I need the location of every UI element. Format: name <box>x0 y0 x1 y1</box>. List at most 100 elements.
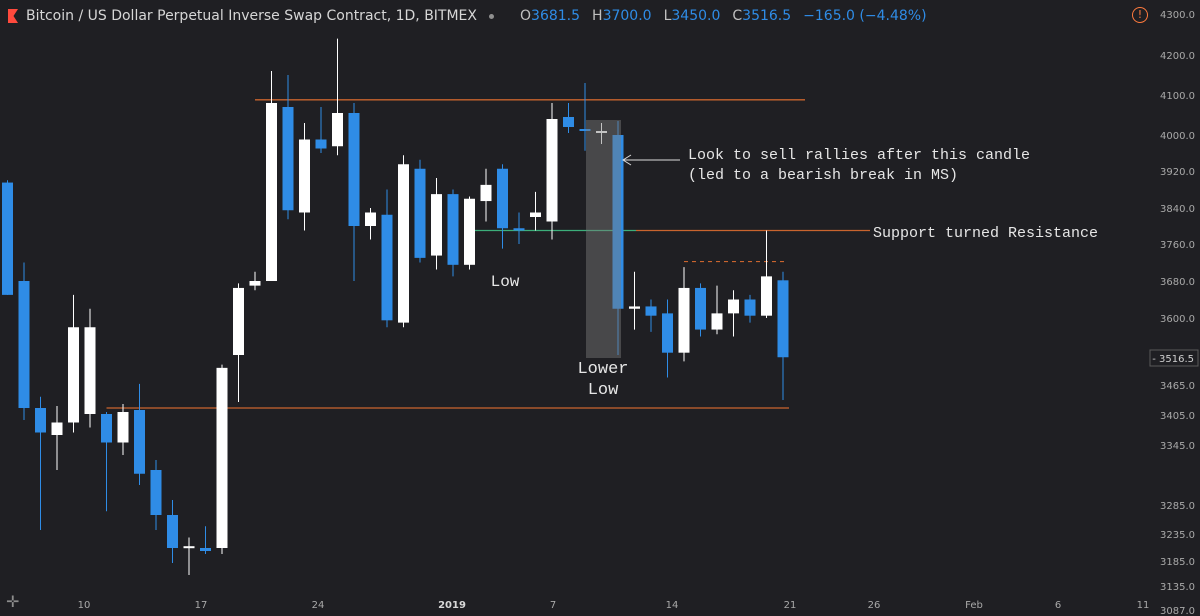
candle <box>2 180 13 295</box>
candle-body <box>695 287 706 330</box>
candle <box>365 208 376 240</box>
candle-body <box>629 306 640 309</box>
candle <box>711 285 723 335</box>
candle <box>431 177 442 270</box>
x-tick-label: 14 <box>666 600 679 611</box>
candle-body <box>744 299 756 316</box>
candle-body <box>480 184 492 202</box>
x-tick-label: 24 <box>312 600 325 611</box>
arrow-head-icon <box>622 154 632 166</box>
y-tick-label: 3087.0 <box>1160 606 1195 616</box>
x-tick-label: 17 <box>195 600 208 611</box>
candle <box>513 212 525 244</box>
last-price-box <box>1149 349 1199 367</box>
candle <box>480 168 492 222</box>
candle-body <box>546 119 558 222</box>
candle <box>216 364 228 554</box>
candle-body <box>596 131 607 133</box>
y-tick-label: 3760.0 <box>1160 240 1195 251</box>
candle-body <box>35 408 46 433</box>
candle-body <box>530 212 541 217</box>
last-price-label: - 3516.5 <box>1152 354 1194 365</box>
y-tick-label: 3465.0 <box>1160 381 1195 392</box>
candle <box>315 107 327 153</box>
candle-body <box>711 313 723 330</box>
candle-body <box>563 117 574 127</box>
candle-body <box>612 135 624 309</box>
y-tick-label: 4300.0 <box>1160 10 1195 21</box>
chart-header: Bitcoin / US Dollar Perpetual Inverse Sw… <box>8 4 927 28</box>
candle-body <box>381 214 393 321</box>
candle-body <box>266 103 277 281</box>
candle-body <box>497 168 508 229</box>
crosshair-icon[interactable]: ✛ <box>6 592 20 611</box>
candle <box>398 155 409 328</box>
ohlc-low: L3450.0 <box>663 8 721 24</box>
candle-body <box>183 546 195 549</box>
candle <box>662 299 673 378</box>
candle-body <box>233 287 244 355</box>
candle-body <box>678 287 690 353</box>
candle <box>563 103 574 133</box>
candle <box>777 271 789 400</box>
candle-body <box>728 299 739 314</box>
alert-icon[interactable]: ! <box>1132 7 1148 23</box>
y-tick-label: 3680.0 <box>1160 277 1195 288</box>
candle <box>68 294 79 433</box>
candle <box>612 121 624 355</box>
annotation-bearish-break: (led to a bearish break in MS) <box>688 167 958 184</box>
y-tick-label: 3920.0 <box>1160 167 1195 178</box>
candle <box>546 103 558 240</box>
candle <box>695 283 706 337</box>
candle-body <box>2 182 13 295</box>
candle <box>447 189 459 277</box>
x-tick-label: 10 <box>78 600 91 611</box>
y-tick-label: 3345.0 <box>1160 441 1195 452</box>
candle-body <box>398 164 409 323</box>
candle <box>678 267 690 362</box>
x-tick-label: 7 <box>550 600 556 611</box>
candle-body <box>579 129 591 131</box>
candle-body <box>216 367 228 548</box>
candle <box>728 290 739 337</box>
annotation-sell-rallies: Look to sell rallies after this candle <box>688 147 1030 164</box>
ohlc-legend: O3681.5 H3700.0 L3450.0 C3516.5 −165.0 (… <box>520 8 927 24</box>
candle <box>35 396 46 530</box>
ohlc-close: C3516.5 <box>732 8 792 24</box>
ohlc-change: −165.0 (−4.48%) <box>803 8 927 24</box>
candle <box>200 526 211 554</box>
symbol-title[interactable]: Bitcoin / US Dollar Perpetual Inverse Sw… <box>26 8 477 24</box>
candle-body <box>51 422 63 435</box>
candle-body <box>332 113 343 147</box>
candle-body <box>200 548 211 551</box>
candle-body <box>414 168 426 258</box>
candle-body <box>315 139 327 149</box>
candle-body <box>761 276 772 316</box>
candle <box>183 537 195 575</box>
candle <box>645 299 657 332</box>
candle-body <box>282 107 294 211</box>
settings-dot-icon[interactable] <box>489 13 494 19</box>
candle <box>266 71 277 281</box>
candle-body <box>150 470 162 515</box>
candle-body <box>662 313 673 353</box>
x-tick-label: 11 <box>1137 600 1150 611</box>
x-tick-label: 21 <box>784 600 797 611</box>
y-tick-label: 4000.0 <box>1160 131 1195 142</box>
candle-body <box>464 198 475 265</box>
candle-body <box>18 281 30 408</box>
candle <box>51 406 63 470</box>
candle <box>744 294 756 323</box>
y-tick-label: 4200.0 <box>1160 51 1195 62</box>
candle <box>414 159 426 263</box>
candle-body <box>513 228 525 231</box>
x-tick-label: 6 <box>1055 600 1061 611</box>
last-price-badge: - 3516.5 <box>1149 349 1199 367</box>
candle <box>579 83 591 151</box>
candle <box>282 75 294 220</box>
candle-body <box>117 412 129 443</box>
highlight-box <box>586 120 621 358</box>
candle <box>134 383 145 485</box>
